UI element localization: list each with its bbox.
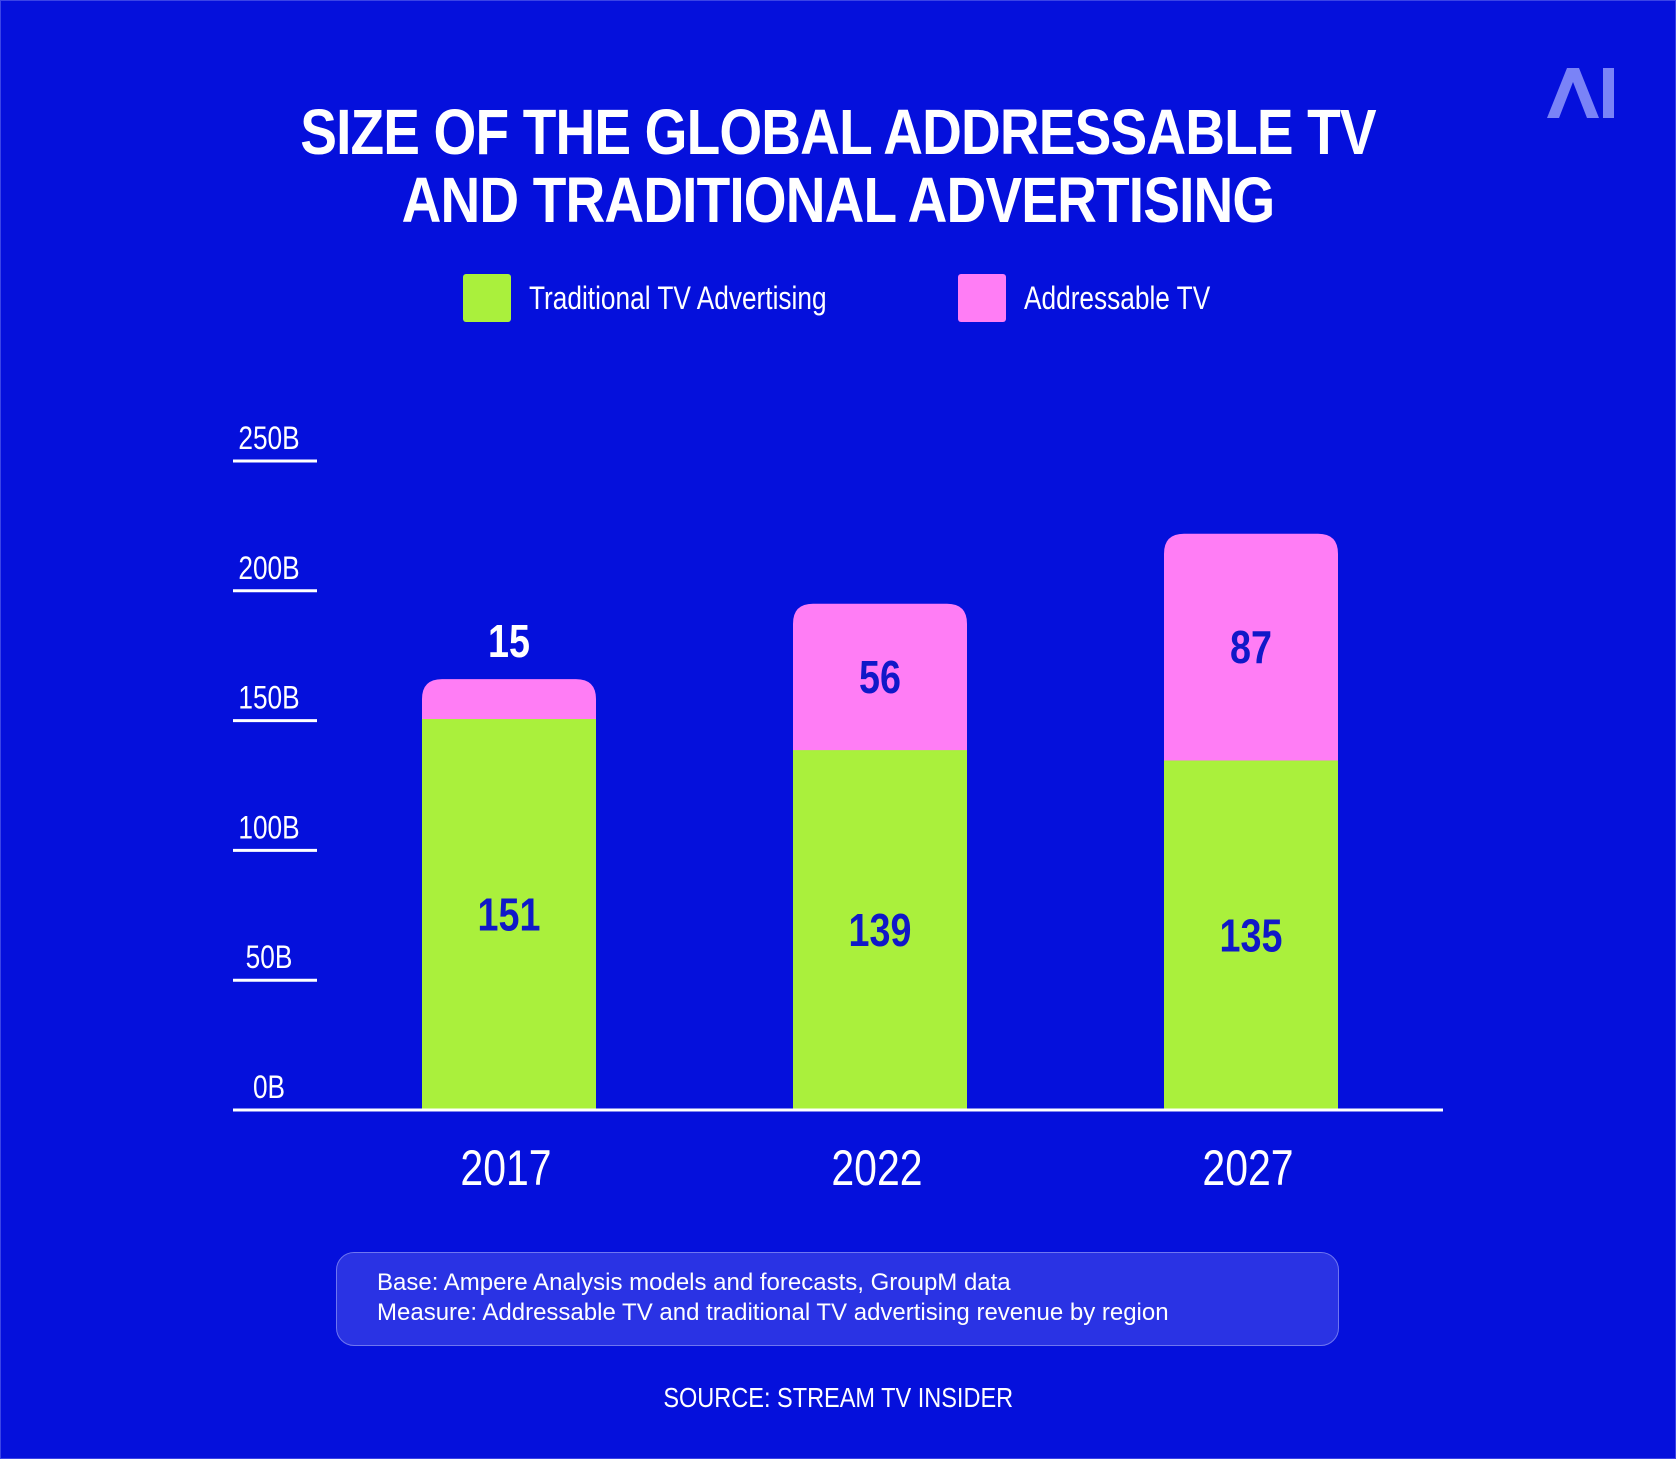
title-line-2: AND TRADITIONAL ADVERTISING (401, 164, 1276, 236)
bar-addressable (422, 679, 596, 720)
source-note: SOURCE: STREAM TV INSIDER (0, 1382, 1676, 1414)
x-tick-label: 2022 (831, 1140, 922, 1196)
x-tick-label: 2027 (1202, 1140, 1293, 1196)
footnote-measure: Measure: Addressable TV and traditional … (377, 1299, 1169, 1326)
legend-swatch-addressable (958, 274, 1006, 322)
data-label-addressable: 87 (1230, 622, 1272, 673)
y-tick-label: 100B (238, 811, 299, 846)
data-label-addressable: 56 (859, 651, 901, 702)
x-tick-label: 2017 (460, 1140, 551, 1196)
bar-addressable (1164, 533, 1338, 761)
y-tick-label: 0B (253, 1071, 285, 1106)
data-label-traditional: 151 (478, 889, 541, 940)
y-tick-label: 50B (246, 941, 293, 976)
y-tick-label: 200B (238, 551, 299, 586)
brand-logo (1547, 68, 1614, 118)
legend-item-traditional: Traditional TV Advertising (463, 274, 892, 322)
y-tick-label: 250B (238, 422, 299, 457)
bar-traditional (1164, 759, 1338, 1110)
bar-addressable (793, 603, 967, 751)
y-tick-label: 150B (238, 681, 299, 716)
bar-traditional (422, 718, 596, 1110)
legend-label-traditional: Traditional TV Advertising (529, 279, 827, 316)
footnote-box: Base: Ampere Analysis models and forecas… (336, 1252, 1339, 1346)
footnote-base: Base: Ampere Analysis models and forecas… (377, 1269, 1011, 1296)
chart-title: SIZE OF THE GLOBAL ADDRESSABLE TV AND TR… (117, 98, 1558, 234)
source-text: SOURCE: STREAM TV INSIDER (663, 1382, 1013, 1413)
data-label-traditional: 139 (849, 905, 912, 956)
data-label-addressable: 15 (488, 616, 530, 667)
legend-item-addressable: Addressable TV (958, 274, 1251, 322)
legend-swatch-traditional (463, 274, 511, 322)
title-line-1: SIZE OF THE GLOBAL ADDRESSABLE TV (300, 96, 1376, 168)
bar-traditional (793, 749, 967, 1110)
legend-label-addressable: Addressable TV (1024, 279, 1211, 316)
data-label-traditional: 135 (1220, 910, 1283, 961)
